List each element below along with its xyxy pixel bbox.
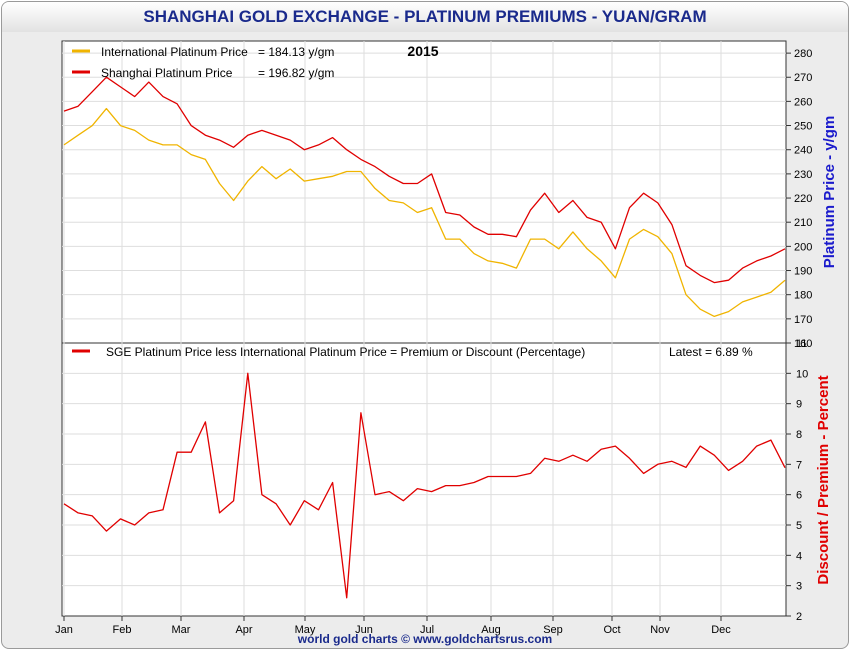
upper-series: [63, 76, 786, 318]
year-label: 2015: [407, 43, 438, 59]
y-tick-label: 11: [796, 338, 807, 350]
x-tick-label: Aug: [481, 624, 501, 636]
y-tick-label: 3: [796, 581, 802, 593]
y-tick-label: 210: [794, 217, 812, 229]
y-tick-label: 230: [794, 169, 812, 181]
x-tick-label: Jul: [420, 624, 434, 636]
lower-grid: [62, 372, 786, 587]
y-tick-label: 4: [796, 550, 802, 562]
upper-y-axis-title: Platinum Price - y/gm: [821, 116, 838, 269]
lower-y-axis-title: Discount / Premium - Percent: [815, 375, 832, 584]
lower-plot-area: [61, 342, 787, 617]
premium-percent-line: [63, 372, 786, 599]
y-tick-label: 5: [796, 520, 802, 532]
y-tick-label: 260: [794, 96, 812, 108]
y-tick-label: 190: [794, 266, 812, 278]
y-tick-label: 220: [794, 193, 812, 205]
legend-shanghai-value: = 196.82 y/gm: [258, 66, 334, 80]
upper-plot-area: [61, 40, 787, 344]
y-tick-label: 180: [794, 290, 812, 302]
y-tick-label: 280: [794, 48, 812, 60]
x-tick-label: Nov: [650, 624, 670, 636]
legend-international-label: International Platinum Price: [101, 45, 248, 59]
y-tick-label: 7: [796, 459, 802, 471]
y-tick-label: 10: [796, 368, 808, 380]
x-tick-label: Oct: [603, 624, 620, 636]
y-tick-label: 2: [796, 611, 802, 623]
legend-premium-label: SGE Platinum Price less International Pl…: [106, 345, 585, 359]
x-tick-label: May: [295, 624, 316, 636]
x-tick-label: Feb: [113, 624, 132, 636]
international-price-line: [63, 107, 786, 318]
x-tick-label: Mar: [172, 624, 191, 636]
y-tick-label: 160: [794, 338, 812, 350]
footer-credit: world gold charts © www.goldchartsrus.co…: [297, 632, 553, 646]
legend-international-value: = 184.13 y/gm: [258, 45, 334, 59]
lower-y-axis: 2 3 4 5 6 7 8 9 10 11: [786, 338, 808, 623]
y-tick-label: 8: [796, 429, 802, 441]
y-tick-label: 240: [794, 145, 812, 157]
title-bar: SHANGHAI GOLD EXCHANGE - PLATINUM PREMIU…: [2, 2, 848, 32]
lower-series: [63, 372, 786, 599]
x-tick-label: Dec: [711, 624, 731, 636]
legend-shanghai-label: Shanghai Platinum Price: [101, 66, 233, 80]
shanghai-price-line: [63, 76, 786, 284]
y-tick-label: 170: [794, 314, 812, 326]
upper-y-axis: 160 170 180 190 200 210 220 230 240 250 260 270 280: [786, 48, 812, 350]
x-tick-label: Sep: [543, 624, 563, 636]
x-tick-label: Jun: [355, 624, 373, 636]
y-tick-label: 200: [794, 241, 812, 253]
y-tick-label: 9: [796, 399, 802, 411]
y-tick-label: 270: [794, 72, 812, 84]
y-tick-label: 6: [796, 490, 802, 502]
legend-premium-latest: Latest = 6.89 %: [669, 345, 753, 359]
x-tick-label: Apr: [235, 624, 252, 636]
x-axis: Jan Feb Mar Apr May Jun Jul Aug Sep Oct Nov Dec: [55, 41, 731, 636]
x-tick-label: Jan: [55, 624, 73, 636]
page-title: SHANGHAI GOLD EXCHANGE - PLATINUM PREMIU…: [143, 7, 707, 26]
y-tick-label: 250: [794, 121, 812, 133]
